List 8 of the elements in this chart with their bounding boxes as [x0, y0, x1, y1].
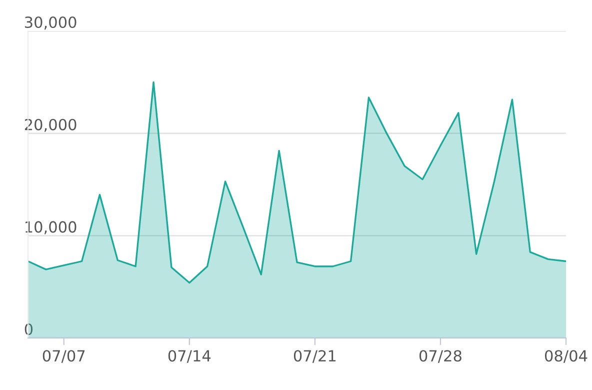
y-tick-label: 10,000: [26, 221, 76, 234]
x-tick-label: 08/04: [544, 350, 588, 363]
x-tick-label: 07/14: [168, 350, 211, 363]
x-tick-label: 07/21: [294, 350, 336, 363]
y-tick-label: 30,000: [25, 16, 76, 30]
x-tick-label: 07/07: [42, 350, 85, 363]
y-tick-label: 20,000: [24, 118, 76, 132]
x-tick-label: 07/28: [419, 350, 462, 363]
